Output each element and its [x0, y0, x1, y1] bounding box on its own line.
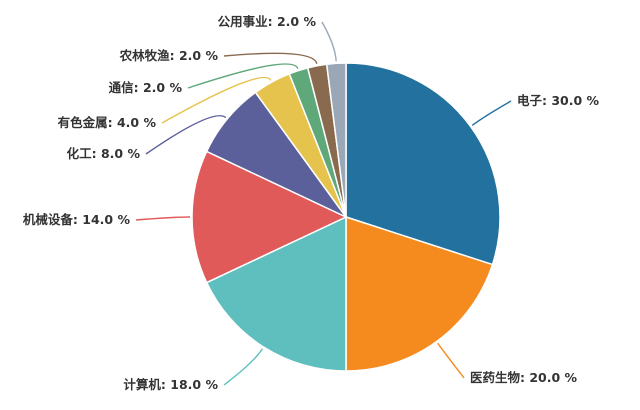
slice-label-4: 机械设备: 14.0 % [23, 212, 131, 227]
slice-label-3: 计算机: 18.0 % [123, 377, 218, 392]
leader-line-4 [135, 216, 191, 221]
slice-label-2: 医药生物: 20.0 % [470, 370, 578, 385]
slice-label-5: 化工: 8.0 % [67, 146, 141, 161]
slice-label-6: 有色金属: 4.0 % [58, 115, 157, 130]
slice-label-9: 公用事业: 2.0 % [218, 14, 317, 29]
pie-slice-2 [345, 215, 494, 372]
leader-line-7 [187, 63, 299, 89]
leader-line-3 [223, 348, 264, 386]
slice-label-7: 通信: 2.0 % [109, 80, 183, 95]
leader-line-6 [161, 76, 272, 124]
leader-line-8 [223, 52, 318, 65]
pie-slice-3 [205, 215, 347, 372]
pie-slice-4 [191, 150, 348, 284]
leader-line-9 [321, 21, 337, 62]
slice-label-1: 电子: 30.0 % [517, 93, 600, 108]
leader-line-5 [145, 115, 227, 155]
slice-label-8: 农林牧渔: 2.0 % [119, 48, 219, 63]
pie-slice-9 [325, 62, 347, 218]
leader-line-1 [471, 100, 512, 126]
pie-slice-1 [345, 62, 501, 266]
leader-line-2 [437, 342, 465, 379]
